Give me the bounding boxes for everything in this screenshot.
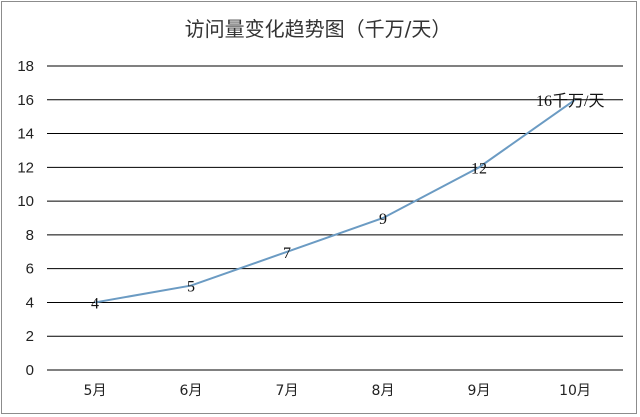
chart-title: 访问量变化趋势图（千万/天）	[185, 17, 452, 41]
data-label: 9	[379, 211, 387, 228]
x-axis-ticks: 5月 6月 7月 8月 9月 10月	[84, 383, 591, 399]
data-labels: 4 5 7 9 12 16千万/天	[91, 92, 604, 313]
series-layer	[94, 98, 576, 304]
data-label: 16千万/天	[536, 92, 604, 110]
x-tick-label: 9月	[468, 383, 491, 399]
gridlines	[47, 65, 623, 371]
y-tick-label: 4	[26, 294, 34, 311]
x-tick-label: 6月	[180, 383, 203, 399]
y-axis-ticks: 0 2 4 6 8 10 12 14 16 18	[17, 58, 34, 379]
data-label: 5	[187, 279, 195, 296]
y-tick-label: 18	[17, 58, 34, 75]
y-tick-label: 10	[17, 193, 34, 210]
y-tick-label: 16	[17, 92, 34, 109]
data-label: 7	[283, 245, 291, 262]
series-line	[94, 98, 576, 304]
x-tick-label: 7月	[276, 383, 299, 399]
y-tick-label: 14	[17, 126, 34, 143]
y-tick-label: 2	[26, 328, 34, 345]
data-label: 4	[91, 295, 99, 312]
y-tick-label: 0	[26, 362, 34, 379]
data-label: 12	[471, 160, 487, 177]
x-tick-label: 10月	[559, 383, 591, 399]
x-tick-label: 8月	[372, 383, 395, 399]
y-tick-label: 12	[17, 159, 34, 176]
y-tick-label: 6	[26, 261, 34, 278]
x-tick-label: 5月	[84, 383, 107, 399]
y-tick-label: 8	[26, 227, 34, 244]
